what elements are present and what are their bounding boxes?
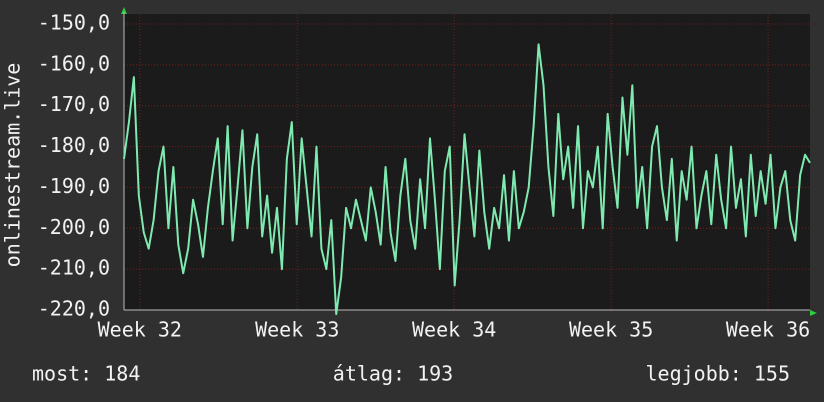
x-tick-label: Week 32: [98, 318, 182, 342]
y-tick-label: -180,0: [38, 133, 110, 157]
y-axis-label: onlinestream.live: [1, 63, 25, 268]
y-tick-label: -190,0: [38, 174, 110, 198]
x-tick-label: Week 33: [255, 318, 339, 342]
stat-label: most: 184: [32, 362, 140, 386]
y-tick-label: -200,0: [38, 215, 110, 239]
axis-arrow: [121, 7, 127, 14]
stat-label: legjobb: 155: [646, 362, 791, 386]
y-tick-label: -170,0: [38, 92, 110, 116]
y-tick-label: -220,0: [38, 297, 110, 321]
x-tick-label: Week 35: [569, 318, 653, 342]
axis-arrow: [810, 310, 817, 316]
y-tick-label: -160,0: [38, 51, 110, 75]
y-tick-label: -150,0: [38, 11, 110, 35]
y-tick-label: -210,0: [38, 256, 110, 280]
x-tick-label: Week 36: [726, 318, 810, 342]
series-line: [123, 43, 811, 316]
stat-label: átlag: 193: [333, 362, 453, 386]
x-tick-label: Week 34: [412, 318, 496, 342]
